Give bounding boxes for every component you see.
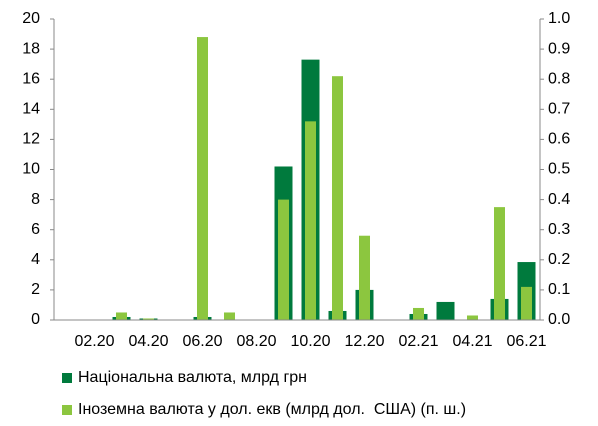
y2-tick-label: 0.7 <box>548 101 570 118</box>
y2-tick-label: 0.2 <box>548 251 570 268</box>
x-tick-label: 12.20 <box>344 333 384 350</box>
bar <box>116 312 127 320</box>
y2-tick-label: 0.9 <box>548 40 570 57</box>
bar <box>224 312 235 320</box>
legend-swatch <box>62 373 72 383</box>
y-tick-label: 14 <box>22 101 40 118</box>
bar <box>521 286 532 320</box>
y-tick-label: 6 <box>31 221 40 238</box>
bar <box>143 318 154 320</box>
bar <box>413 307 424 320</box>
bar <box>305 121 316 320</box>
y-tick-label: 10 <box>22 161 40 178</box>
bar <box>494 207 505 320</box>
y2-tick-label: 0.6 <box>548 131 570 148</box>
bar <box>467 315 478 320</box>
y-tick-label: 0 <box>31 311 40 328</box>
y2-tick-label: 0.1 <box>548 281 570 298</box>
x-tick-label: 08.20 <box>236 333 276 350</box>
legend-label: Національна валюта, млрд грн <box>78 369 307 386</box>
x-tick-label: 06.20 <box>182 333 222 350</box>
y2-tick-label: 0.5 <box>548 161 570 178</box>
x-tick-label: 02.20 <box>74 333 114 350</box>
y-tick-label: 8 <box>31 191 40 208</box>
x-tick-label: 06.21 <box>506 333 546 350</box>
bar <box>197 37 208 321</box>
x-tick-label: 02.21 <box>398 333 438 350</box>
y-tick-label: 2 <box>31 281 40 298</box>
bar <box>359 235 370 320</box>
legend-label: Іноземна валюта у дол. екв (млрд дол. СШ… <box>78 401 466 418</box>
y2-tick-label: 0.8 <box>548 70 570 87</box>
y2-tick-label: 0.0 <box>548 311 570 328</box>
y-tick-label: 16 <box>22 70 40 87</box>
x-tick-label: 04.20 <box>128 333 168 350</box>
y2-tick-label: 0.4 <box>548 191 570 208</box>
y-tick-label: 18 <box>22 40 40 57</box>
y-tick-label: 12 <box>22 131 40 148</box>
y2-tick-label: 1.0 <box>548 10 570 27</box>
x-tick-label: 10.20 <box>290 333 330 350</box>
bar <box>278 199 289 320</box>
y-tick-label: 20 <box>22 10 40 27</box>
y-tick-label: 4 <box>31 251 40 268</box>
x-tick-label: 04.21 <box>452 333 492 350</box>
legend-swatch <box>62 405 72 415</box>
bar <box>332 76 343 320</box>
bar <box>436 301 455 320</box>
y2-tick-label: 0.3 <box>548 221 570 238</box>
